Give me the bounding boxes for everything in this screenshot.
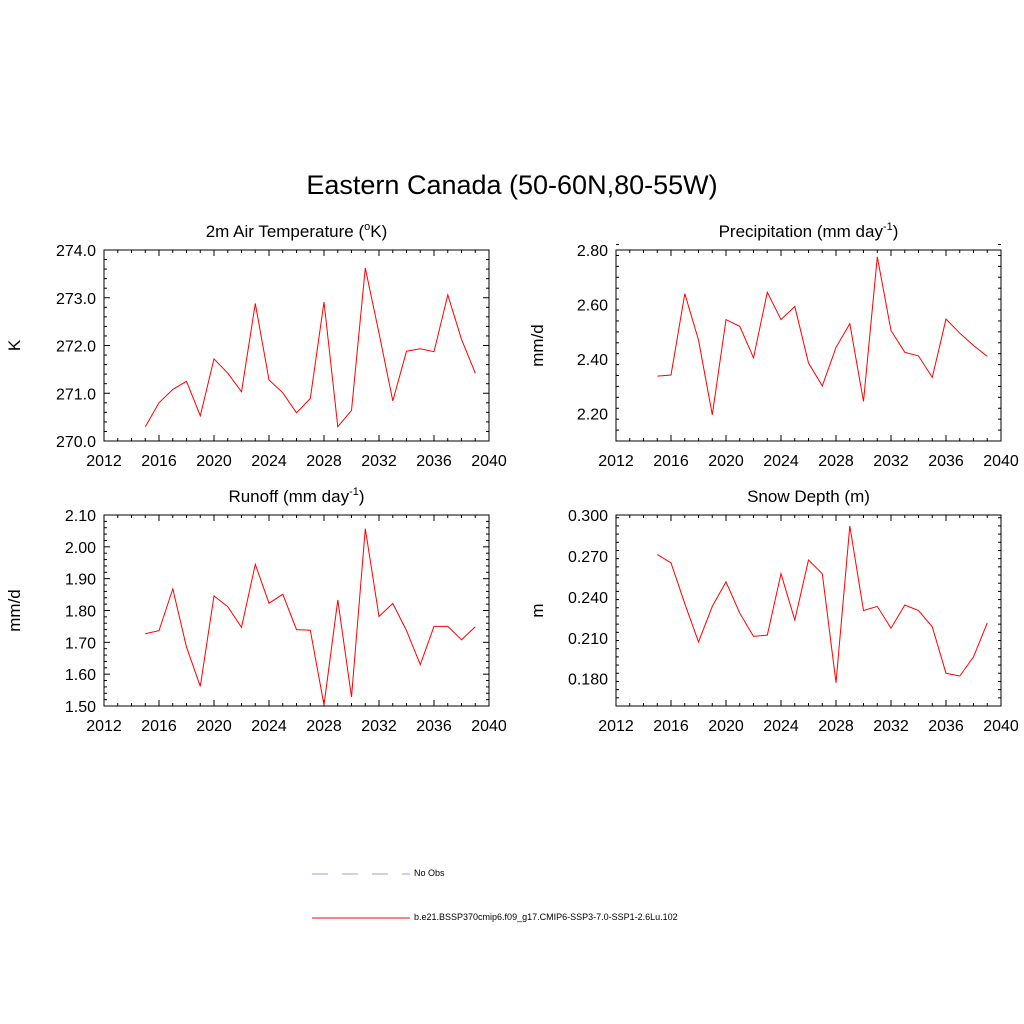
x-tick-label: 2028: [818, 718, 854, 735]
x-tick-label: 2036: [416, 453, 452, 470]
y-tick-label: 2.40: [577, 352, 608, 369]
y-tick-label: 0.210: [568, 631, 608, 648]
x-tick-label: 2024: [251, 718, 287, 735]
y-tick-label: 1.90: [65, 572, 96, 589]
y-tick-label: 1.50: [65, 699, 96, 716]
x-tick-label: 2012: [86, 453, 122, 470]
series-line-temperature: [144, 267, 476, 428]
y-axis-label: mm/d: [528, 324, 547, 367]
x-tick-label: 2020: [708, 453, 744, 470]
y-tick-label: 272.0: [56, 339, 96, 356]
x-tick-label: 2016: [141, 718, 177, 735]
y-tick-label: 270.0: [56, 434, 96, 451]
x-tick-label: 2020: [708, 718, 744, 735]
x-tick-label: 2032: [361, 453, 397, 470]
x-tick-label: 2020: [196, 718, 232, 735]
y-tick-label: 1.60: [65, 667, 96, 684]
y-tick-label: 0.300: [568, 508, 608, 525]
y-tick-label: 274.0: [56, 243, 96, 260]
x-tick-label: 2036: [928, 453, 964, 470]
legend-label-no-obs: No Obs: [414, 868, 445, 878]
panel-title: Runoff (mm day-1): [228, 486, 364, 506]
panel-title: Snow Depth (m): [747, 487, 870, 506]
y-axis-label: mm/d: [5, 589, 24, 632]
x-tick-label: 2012: [598, 718, 634, 735]
panel-precipitation: 2012 2016 2020 2024 2028 2032 2036 2040 2.20 2.40…: [528, 221, 1019, 470]
y-tick-label: 2.80: [577, 243, 608, 260]
x-tick-label: 2024: [251, 453, 287, 470]
y-tick-label: 2.10: [65, 508, 96, 525]
y-tick-label: 273.0: [56, 291, 96, 308]
y-tick-label: 0.270: [568, 549, 608, 566]
x-tick-label: 2020: [196, 453, 232, 470]
x-tick-label: 2012: [598, 453, 634, 470]
legend-label-model: b.e21.BSSP370cmip6.f09_g17.CMIP6-SSP3-7.…: [414, 912, 678, 922]
x-tick-label: 2028: [306, 453, 342, 470]
x-tick-label: 2040: [471, 453, 507, 470]
x-tick-label: 2036: [416, 718, 452, 735]
x-tick-label: 2032: [873, 453, 909, 470]
x-tick-label: 2028: [818, 453, 854, 470]
y-tick-label: 2.60: [577, 298, 608, 315]
panel-title: Precipitation (mm day-1): [719, 221, 899, 241]
x-tick-label: 2032: [873, 718, 909, 735]
y-tick-label: 271.0: [56, 386, 96, 403]
y-tick-label: 1.80: [65, 604, 96, 621]
panel-runoff: 2012 2016 2020 2024 2028 2032 2036 2040 1.50 1.60…: [5, 486, 507, 735]
y-tick-label: 1.70: [65, 635, 96, 652]
x-tick-label: 2036: [928, 718, 964, 735]
figure-title: Eastern Canada (50-60N,80-55W): [306, 170, 718, 200]
series-line-precipitation: [657, 256, 988, 415]
x-tick-label: 2028: [306, 718, 342, 735]
x-tick-label: 2024: [763, 453, 799, 470]
x-tick-label: 2016: [653, 453, 689, 470]
x-tick-label: 2016: [141, 453, 177, 470]
y-tick-label: 2.00: [65, 540, 96, 557]
x-tick-label: 2040: [471, 718, 507, 735]
series-line-snow-depth: [657, 525, 988, 683]
y-axis-label: K: [5, 339, 24, 351]
panel-snow-depth: 2012 2016 2020 2024 2028 2032 2036 2040 0.180 0.2…: [528, 487, 1019, 735]
x-tick-label: 2040: [983, 453, 1019, 470]
x-tick-label: 2040: [983, 718, 1019, 735]
x-tick-label: 2024: [763, 718, 799, 735]
y-axis-label: m: [528, 603, 547, 617]
x-tick-label: 2032: [361, 718, 397, 735]
y-tick-label: 2.20: [577, 407, 608, 424]
y-tick-label: 0.180: [568, 672, 608, 689]
panel-title: 2m Air Temperature (oK): [206, 221, 388, 241]
x-tick-label: 2012: [86, 718, 122, 735]
series-line-runoff: [145, 528, 476, 706]
y-tick-label: 0.240: [568, 590, 608, 607]
x-tick-label: 2016: [653, 718, 689, 735]
panel-temperature: 2012 2016 2020 2024 2028 2032 2036 2040 270.0 271…: [5, 221, 507, 470]
